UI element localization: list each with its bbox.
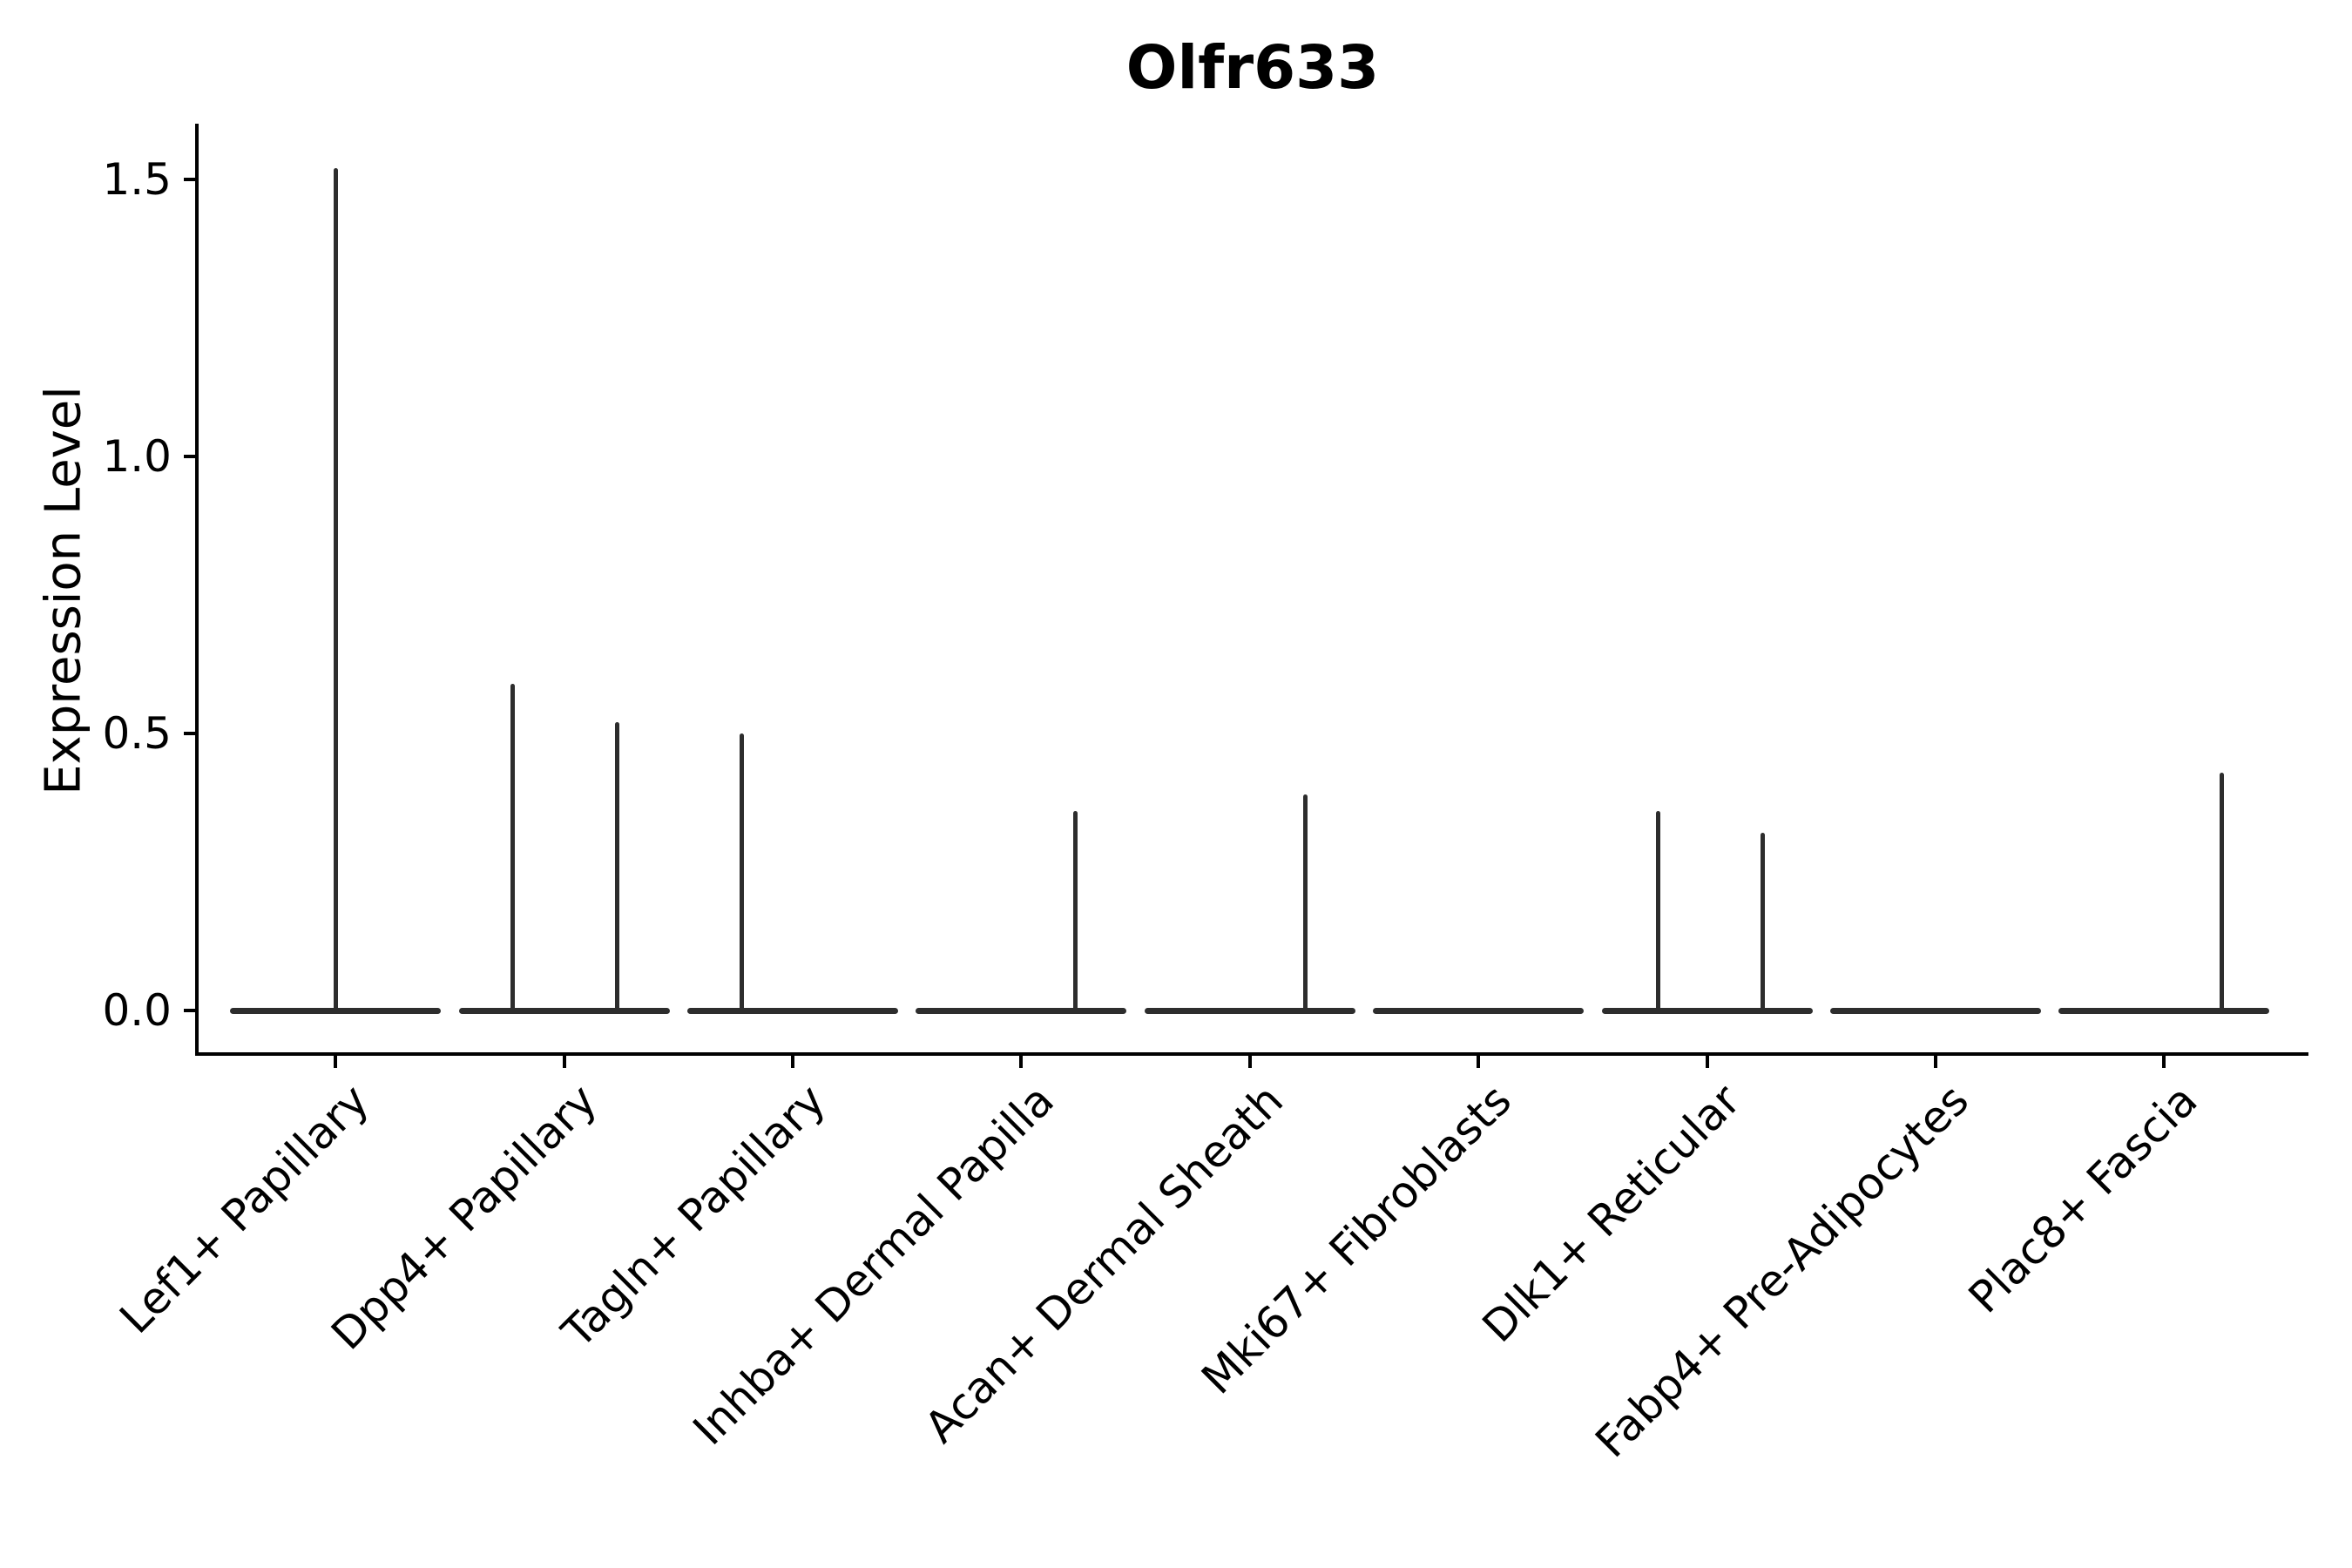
x-tick	[791, 1054, 795, 1068]
x-tick	[1019, 1054, 1024, 1068]
x-tick-label: Fabp4+ Pre-Adipocytes	[1585, 1074, 1978, 1468]
x-tick	[1477, 1054, 1481, 1068]
x-axis-line	[195, 1052, 2308, 1056]
x-tick	[1933, 1054, 1937, 1068]
violin-spike	[2219, 772, 2224, 1010]
violin-bar	[916, 1007, 1127, 1014]
violin-bar	[458, 1007, 670, 1014]
x-tick	[334, 1054, 338, 1068]
violin-spike	[333, 168, 338, 1010]
y-tick	[184, 732, 197, 735]
violin-bar	[2058, 1007, 2270, 1014]
violin-spike	[510, 683, 516, 1010]
violin-bar	[1829, 1007, 2041, 1014]
violin-bar	[230, 1007, 442, 1014]
violin-spike	[1303, 794, 1308, 1010]
y-tick	[184, 178, 197, 181]
y-tick-label: 1.0	[102, 431, 172, 482]
x-tick-label: Lef1+ Papillary	[110, 1074, 379, 1343]
violin-spike	[739, 733, 744, 1010]
y-tick-label: 0.0	[102, 985, 172, 1036]
y-axis-line	[195, 124, 199, 1056]
x-tick-label: Plac8+ Fascia	[1958, 1074, 2207, 1323]
violin-bar	[1373, 1007, 1585, 1014]
y-tick-label: 1.5	[102, 154, 172, 205]
violin-bar	[687, 1007, 899, 1014]
violin-spike	[614, 722, 619, 1010]
violin-spike	[1655, 811, 1660, 1010]
y-tick	[184, 455, 197, 458]
y-tick	[184, 1009, 197, 1012]
x-tick	[1705, 1054, 1709, 1068]
violin-spike	[1072, 811, 1078, 1010]
violin-bar	[1144, 1007, 1355, 1014]
violin-bar	[1601, 1007, 1813, 1014]
y-axis-label: Expression Level	[35, 386, 92, 795]
x-tick	[2162, 1054, 2166, 1068]
x-tick	[562, 1054, 566, 1068]
x-tick	[1247, 1054, 1252, 1068]
chart-title: Olfr633	[1125, 33, 1380, 103]
y-tick-label: 0.5	[102, 708, 172, 759]
violin-spike	[1761, 833, 1765, 1010]
